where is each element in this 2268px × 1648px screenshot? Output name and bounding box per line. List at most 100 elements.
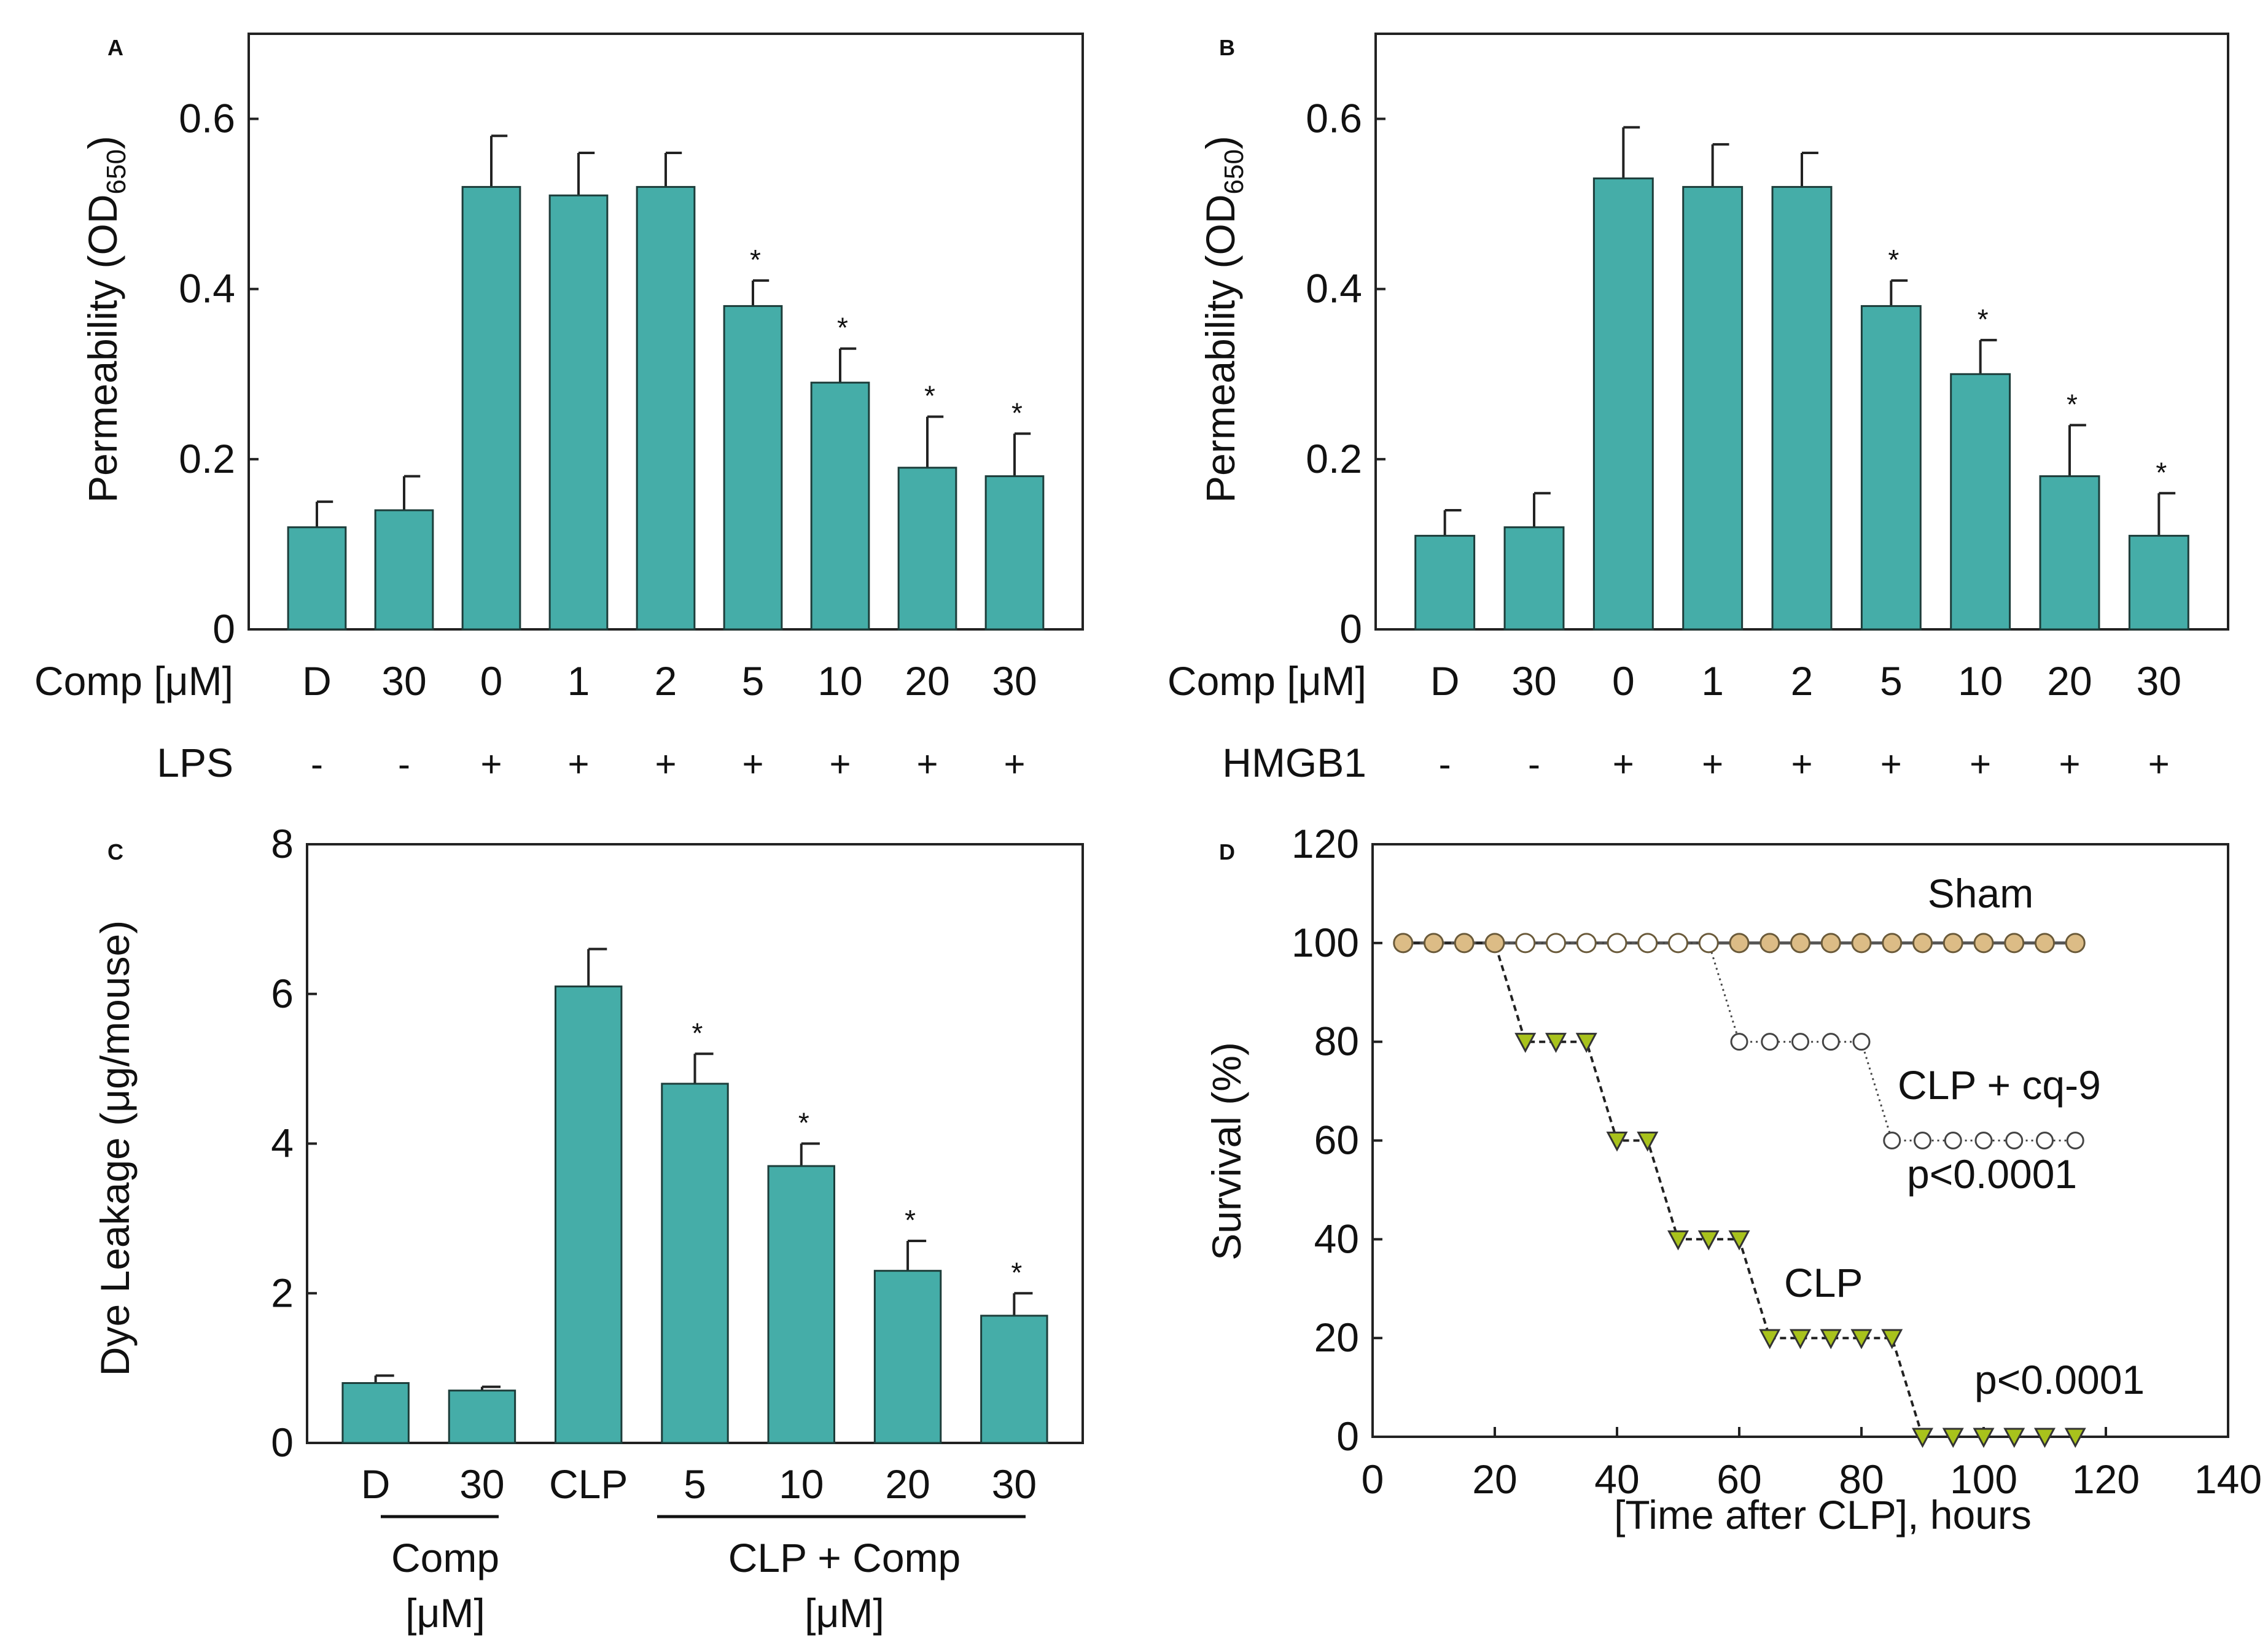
y-tick-label: 120 — [1292, 821, 1359, 866]
data-point-clp — [1606, 1132, 1628, 1152]
category-label: 20 — [905, 658, 949, 704]
data-point-sham — [2035, 933, 2055, 954]
bar — [1414, 535, 1476, 631]
data-point-cq9 — [1883, 1132, 1901, 1149]
data-point-clp — [2003, 1428, 2025, 1448]
significance-star: * — [692, 1017, 703, 1049]
plot-area-b: 0 0.2 0.4 0.6 D - 30 - 0 +1 +2 + * 5 + * 10 + * 20 + * 30 + — [1306, 33, 2229, 785]
data-point-cq9 — [1730, 1033, 1748, 1051]
bar — [374, 509, 434, 631]
category-label: 10 — [817, 658, 862, 704]
bar — [1860, 305, 1922, 631]
significance-star: * — [2156, 456, 2167, 488]
data-point-sham — [2065, 933, 2086, 954]
data-point-clp — [1637, 1132, 1659, 1152]
y-tick-label: 0 — [1339, 606, 1362, 651]
annotation-clp-cq9: CLP + cq-9 — [1898, 1062, 2101, 1108]
data-point-cq9 — [1576, 933, 1597, 954]
category-label: 30 — [459, 1461, 504, 1507]
row-label-comp: Comp [μM] — [34, 658, 233, 704]
data-point-sham — [2004, 933, 2025, 954]
series-line — [1403, 942, 2076, 1141]
bar — [1503, 526, 1565, 631]
data-point-clp — [1545, 1033, 1567, 1053]
y-tick-label: 20 — [1314, 1315, 1359, 1360]
data-point-sham — [1851, 933, 1872, 954]
category-label: 2 — [1791, 658, 1814, 704]
x-tick-label: 120 — [2072, 1456, 2140, 1502]
treatment-sign: + — [480, 744, 502, 785]
significance-star: * — [1011, 1256, 1022, 1288]
data-point-sham — [1882, 933, 1903, 954]
data-point-clp — [2064, 1428, 2086, 1448]
significance-star: * — [1978, 303, 1989, 335]
bar — [723, 305, 783, 631]
panel-d: D Survival (%) [Time after CLP], hours S… — [1204, 821, 2262, 1537]
data-point-clp — [1881, 1329, 1903, 1350]
data-point-cq9 — [1515, 933, 1536, 954]
plot-area-a: 0 0.2 0.4 0.6 D - 30 - 0 +1 +2 + * 5 + * 10 + * 20 + * 30 + — [179, 33, 1084, 785]
bar — [873, 1270, 942, 1444]
category-label: D — [302, 658, 332, 704]
significance-star: * — [905, 1204, 916, 1236]
treatment-sign: - — [398, 744, 410, 785]
x-tick-label: 60 — [1717, 1456, 1761, 1502]
data-point-sham — [1729, 933, 1750, 954]
category-label: D — [1430, 658, 1460, 704]
row-label-lps: LPS — [157, 740, 233, 785]
category-label: 20 — [2047, 658, 2092, 704]
category-label: 30 — [992, 658, 1037, 704]
annotation-p-value-clp: p<0.0001 — [1974, 1357, 2145, 1402]
treatment-sign: + — [916, 744, 938, 785]
category-label: 1 — [567, 658, 590, 704]
data-point-sham — [1973, 933, 1994, 954]
category-label: 30 — [381, 658, 426, 704]
data-point-clp — [1820, 1329, 1842, 1350]
data-point-cq9 — [1607, 933, 1627, 954]
treatment-sign: - — [1528, 744, 1540, 785]
annotation-sham: Sham — [1928, 871, 2033, 916]
group-label-comp-units: [μM] — [405, 1590, 485, 1636]
data-point-clp — [1911, 1428, 1934, 1448]
plot-area-d: 0 20 40 60 80 100 120 0 20 40 60 80 100 120 140 — [1292, 821, 2262, 1502]
y-axis-title: Permeability (OD650) — [80, 136, 131, 503]
category-label: 5 — [684, 1461, 706, 1507]
panel-letter-a: A — [107, 35, 123, 60]
treatment-sign: + — [1970, 744, 1991, 785]
row-label-hmgb1: HMGB1 — [1222, 740, 1366, 785]
bar — [287, 526, 347, 631]
panel-b: B Permeability (OD650) Comp [μM] HMGB1 0… — [1167, 33, 2229, 785]
category-label: 10 — [1958, 658, 2003, 704]
panel-letter-c: C — [107, 839, 123, 865]
x-tick-label: 80 — [1839, 1456, 1884, 1502]
category-label: CLP — [549, 1461, 628, 1507]
treatment-sign: + — [1003, 744, 1025, 785]
x-tick-label: 0 — [1362, 1456, 1384, 1502]
x-axis-title: [Time after CLP], hours — [1614, 1492, 2032, 1537]
bar — [341, 1382, 410, 1444]
category-label: D — [361, 1461, 391, 1507]
bar — [767, 1165, 836, 1444]
x-tick-label: 100 — [1950, 1456, 2017, 1502]
annotation-clp: CLP — [1784, 1260, 1863, 1305]
significance-star: * — [837, 312, 848, 344]
treatment-sign: + — [1791, 744, 1812, 785]
data-point-sham — [1820, 933, 1841, 954]
data-point-cq9 — [1546, 933, 1566, 954]
category-label: 0 — [480, 658, 503, 704]
significance-star: * — [1011, 397, 1023, 429]
treatment-sign: + — [1613, 744, 1634, 785]
y-tick-label: 80 — [1314, 1019, 1359, 1064]
bar — [897, 467, 957, 631]
category-label: 20 — [885, 1461, 930, 1507]
y-tick-label: 40 — [1314, 1216, 1359, 1261]
data-point-clp — [2033, 1428, 2056, 1448]
data-point-clp — [1728, 1230, 1750, 1251]
data-point-cq9 — [1914, 1132, 1931, 1149]
treatment-sign: - — [1439, 744, 1451, 785]
y-tick-label: 0.2 — [1306, 436, 1362, 481]
data-point-sham — [1790, 933, 1810, 954]
panel-letter-b: B — [1219, 35, 1235, 60]
category-label: 5 — [1880, 658, 1903, 704]
